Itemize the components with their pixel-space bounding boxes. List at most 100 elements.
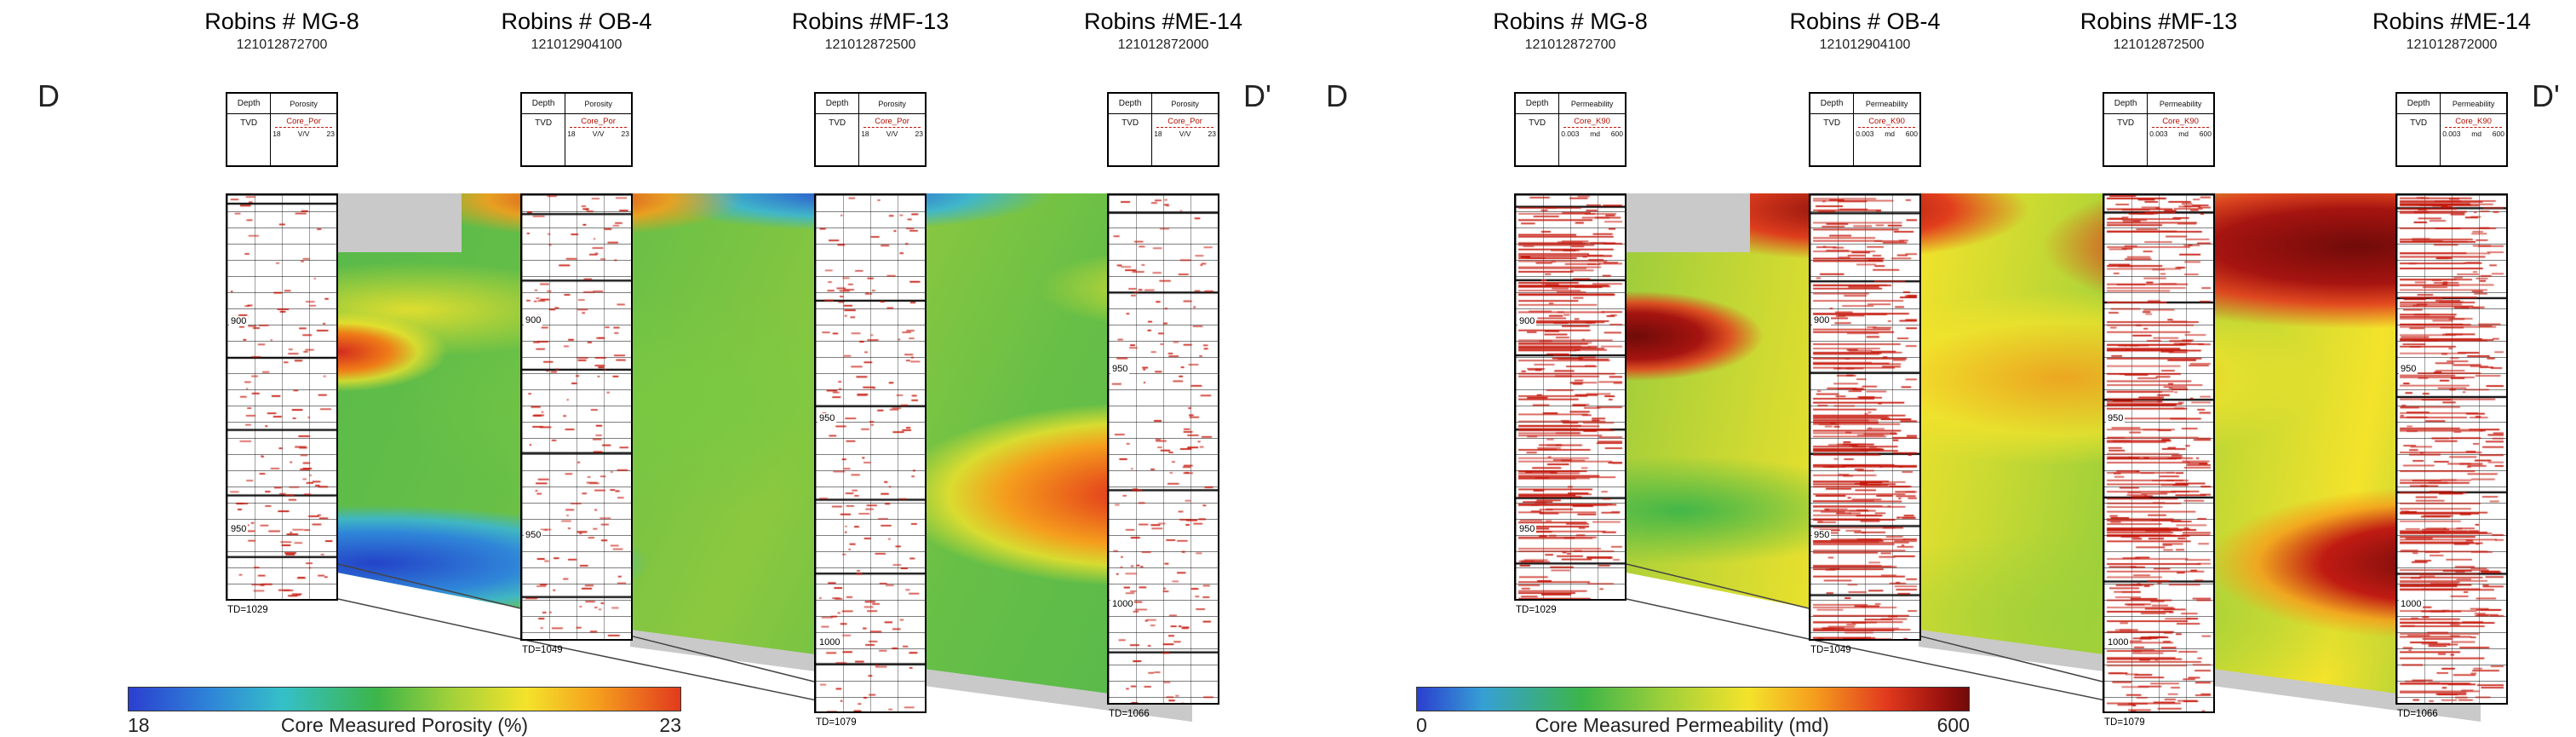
section-end-label: D': [2532, 78, 2560, 113]
total-depth-label: TD=1066: [1109, 709, 1150, 719]
well-title: Robins #MF-13: [2080, 9, 2238, 34]
core-data-scatter: [2104, 195, 2213, 711]
scale-max: 23: [621, 130, 629, 138]
tvd-label: TVD: [1810, 114, 1855, 165]
tvd-label: TVD: [2104, 114, 2149, 165]
scale-max: 600: [1905, 130, 1918, 138]
property-column-label: Porosity: [271, 94, 336, 114]
core-data-scatter: [2397, 195, 2506, 703]
depth-column-label: Depth: [1109, 94, 1153, 114]
well-track: Robins # OB-4 121012904100 Depth Permeab…: [1789, 0, 1940, 737]
legend-labels: 0 Core Measured Permeability (md) 600: [1416, 714, 1970, 737]
total-depth-label: TD=1029: [227, 605, 268, 615]
no-data-region-top: [338, 193, 462, 252]
permeability-legend: 0 Core Measured Permeability (md) 600: [1416, 687, 1970, 737]
curve-scale: 0.003 md 600: [2148, 128, 2213, 138]
scale-min: 0.003: [1856, 130, 1874, 138]
well-track: Robins # OB-4 121012904100 Depth Porosit…: [501, 0, 651, 737]
curve-name: Core_Por: [863, 117, 921, 128]
legend-max-value: 600: [1936, 714, 1970, 736]
depth-tick-label: 950: [524, 530, 543, 540]
log-track-header: Depth Porosity TVD Core_Por 18 V/V 23: [520, 92, 633, 167]
depth-tick-label: 900: [524, 315, 543, 325]
well-tracks: Robins # MG-8 121012872700 Depth Porosit…: [204, 0, 1242, 737]
well-api-number: 121012872000: [1117, 37, 1209, 52]
well-api-number: 121012872500: [2113, 37, 2205, 52]
well-api-number: 121012904100: [531, 37, 622, 52]
depth-tick-label: 950: [2399, 364, 2418, 374]
curve-header: Core_Por 18 V/V 23: [859, 114, 925, 165]
scale-max: 23: [1208, 130, 1216, 138]
depth-tick-label: 950: [1110, 364, 1130, 374]
property-column-label: Porosity: [565, 94, 631, 114]
legend-min-value: 18: [128, 714, 150, 736]
scale-max: 23: [915, 130, 923, 138]
legend-max-value: 23: [659, 714, 681, 736]
well-api-number: 121012872500: [824, 37, 916, 52]
log-track-grid: 900 950: [1514, 193, 1626, 601]
legend-labels: 18 Core Measured Porosity (%) 23: [128, 714, 681, 737]
log-track-grid: 950 1000: [814, 193, 927, 713]
scale-max: 600: [2492, 130, 2504, 138]
depth-tick-label: 1000: [2106, 636, 2131, 648]
curve-name: Core_K90: [1563, 117, 1621, 128]
well-title: Robins # OB-4: [1789, 9, 1941, 34]
tvd-label: TVD: [816, 114, 860, 165]
curve-scale: 18 V/V 23: [1152, 128, 1218, 138]
total-depth-label: TD=1049: [1810, 645, 1851, 655]
well-track: Robins #ME-14 121012872000 Depth Permeab…: [2372, 0, 2531, 737]
curve-scale: 0.003 md 600: [1854, 128, 1919, 138]
scale-max: 600: [1610, 130, 1623, 138]
core-data-scatter: [1516, 195, 1625, 599]
scale-max: 23: [326, 130, 335, 138]
scale-unit: md: [1885, 130, 1896, 138]
well-title: Robins # OB-4: [501, 9, 652, 34]
tvd-label: TVD: [227, 114, 272, 165]
well-api-number: 121012872000: [2406, 37, 2498, 52]
core-data-scatter: [1810, 195, 1919, 639]
depth-column-label: Depth: [816, 94, 860, 114]
log-track-header: Depth Permeability TVD Core_K90 0.003 md…: [2103, 92, 2215, 167]
property-column-label: Porosity: [1152, 94, 1218, 114]
curve-name: Core_K90: [1858, 117, 1915, 128]
depth-tick-label: 950: [2106, 413, 2126, 424]
section-start-label: D: [37, 78, 60, 113]
scale-min: 18: [567, 130, 576, 138]
tvd-label: TVD: [2397, 114, 2441, 165]
tvd-label: TVD: [522, 114, 566, 165]
legend-min-value: 0: [1416, 714, 1427, 736]
log-track-header: Depth Permeability TVD Core_K90 0.003 md…: [1514, 92, 1626, 167]
curve-header: Core_K90 0.003 md 600: [2148, 114, 2213, 165]
curve-name: Core_Por: [275, 117, 332, 128]
log-track-header: Depth Permeability TVD Core_K90 0.003 md…: [1809, 92, 1921, 167]
curve-header: Core_Por 18 V/V 23: [1152, 114, 1218, 165]
log-track-header: Depth Porosity TVD Core_Por 18 V/V 23: [1107, 92, 1219, 167]
depth-tick-label: 1000: [818, 636, 842, 648]
log-track-grid: 950 1000: [1107, 193, 1219, 705]
well-track: Robins #ME-14 121012872000 Depth Porosit…: [1084, 0, 1242, 737]
log-track-grid: 950 1000: [2103, 193, 2215, 713]
curve-header: Core_K90 0.003 md 600: [2441, 114, 2506, 165]
curve-scale: 18 V/V 23: [271, 128, 336, 138]
property-column-label: Permeability: [1854, 94, 1919, 114]
curve-header: Core_Por 18 V/V 23: [271, 114, 336, 165]
curve-name: Core_Por: [1156, 117, 1213, 128]
log-track-grid: 900 950: [1809, 193, 1921, 641]
section-end-label: D': [1243, 78, 1271, 113]
scale-unit: V/V: [592, 130, 605, 138]
legend-caption: Core Measured Porosity (%): [280, 714, 529, 736]
depth-tick-label: 1000: [2399, 599, 2424, 609]
depth-tick-label: 950: [229, 523, 249, 534]
porosity-legend: 18 Core Measured Porosity (%) 23: [128, 687, 681, 737]
total-depth-label: TD=1049: [522, 645, 563, 655]
panel-porosity: D D' Robins # MG-8 121012872700 Depth Po…: [37, 0, 1271, 737]
legend-caption: Core Measured Permeability (md): [1535, 714, 1829, 736]
scale-min: 0.003: [2149, 130, 2168, 138]
depth-column-label: Depth: [227, 94, 272, 114]
well-tracks: Robins # MG-8 121012872700 Depth Permeab…: [1288, 0, 2576, 737]
curve-scale: 0.003 md 600: [2441, 128, 2506, 138]
core-data-scatter: [816, 195, 925, 711]
depth-tick-label: 1000: [1110, 599, 1135, 609]
permeability-colorbar: [1416, 687, 1970, 711]
